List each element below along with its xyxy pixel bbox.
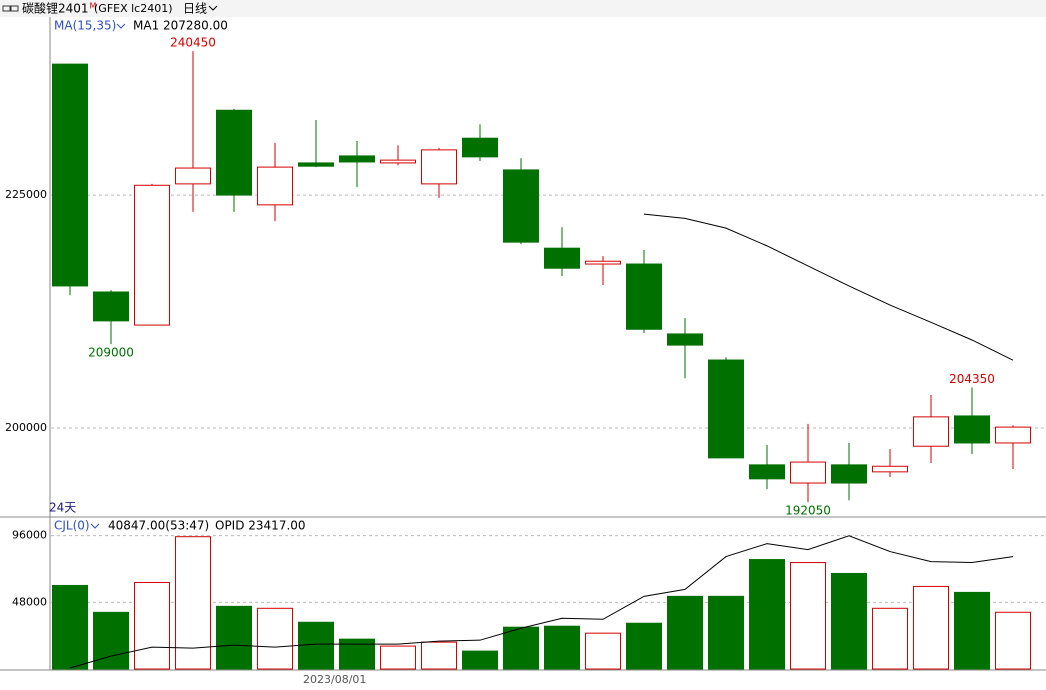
indicator-name[interactable]: MA(15,35) bbox=[54, 19, 116, 33]
line-series bbox=[643, 213, 1014, 361]
volume-bar bbox=[503, 626, 539, 670]
candle-body bbox=[872, 465, 908, 473]
candle-body bbox=[749, 464, 785, 480]
subtitle: (GFEX lc2401) bbox=[94, 2, 173, 15]
volume-bar bbox=[790, 562, 826, 670]
volume-bar bbox=[298, 621, 334, 670]
legend-text: OPID 23417.00 bbox=[215, 519, 306, 533]
volume-bar bbox=[175, 536, 211, 670]
candle-body bbox=[708, 359, 744, 459]
candle-body bbox=[626, 263, 662, 330]
volume-bar bbox=[831, 572, 867, 670]
y-tick-label: 48000 bbox=[12, 595, 47, 608]
volume-bar bbox=[380, 645, 416, 670]
volume-bar bbox=[954, 591, 990, 670]
chart-title: 碳酸锂2401 bbox=[22, 1, 89, 16]
candle-body bbox=[380, 159, 416, 164]
volume-bar bbox=[462, 650, 498, 670]
candle-body bbox=[462, 137, 498, 158]
corner-label: 24天 bbox=[49, 501, 76, 515]
candle-body bbox=[585, 260, 621, 265]
extreme-label: 192050 bbox=[785, 504, 831, 518]
candle-body bbox=[298, 162, 334, 167]
candle-body bbox=[790, 461, 826, 484]
period: 日线 bbox=[183, 2, 207, 16]
candle-body bbox=[831, 464, 867, 484]
line-series bbox=[69, 535, 1014, 669]
candle-body bbox=[93, 291, 129, 322]
candle-body bbox=[52, 63, 88, 287]
volume-bar bbox=[913, 585, 949, 670]
volume-bar bbox=[626, 622, 662, 670]
volume-bar bbox=[585, 632, 621, 670]
volume-bar bbox=[339, 638, 375, 670]
header-bar bbox=[0, 0, 1046, 17]
volume-bar bbox=[134, 581, 170, 670]
volume-bar bbox=[667, 595, 703, 670]
indicator-value: MA1 207280.00 bbox=[133, 19, 228, 33]
candle-body bbox=[339, 155, 375, 163]
y-tick-label: 200000 bbox=[5, 421, 47, 434]
volume-bar bbox=[216, 605, 252, 670]
icon-part bbox=[10, 5, 19, 12]
candle-body bbox=[667, 333, 703, 346]
indicator-chevron[interactable] bbox=[90, 523, 100, 529]
candle-body bbox=[913, 416, 949, 447]
candle-body bbox=[995, 426, 1031, 444]
volume-bar bbox=[93, 611, 129, 670]
candle-body bbox=[421, 149, 457, 185]
volume-bar bbox=[257, 607, 293, 670]
extreme-label: 209000 bbox=[88, 346, 134, 360]
volume-bar bbox=[995, 611, 1031, 670]
x-tick-label: 2023/08/01 bbox=[303, 673, 366, 686]
period-chevron[interactable] bbox=[208, 5, 218, 11]
contract-icon bbox=[2, 5, 19, 12]
candle-body bbox=[216, 109, 252, 196]
volume-bar bbox=[421, 641, 457, 670]
indicator-chevron[interactable] bbox=[116, 23, 126, 29]
legend-text: 40847.00(53:47) bbox=[108, 519, 209, 533]
extreme-label: 204350 bbox=[949, 372, 995, 386]
candle-body bbox=[257, 166, 293, 206]
candle-body bbox=[954, 415, 990, 444]
title-sup: M bbox=[90, 2, 97, 11]
volume-bar bbox=[708, 595, 744, 670]
candle-body bbox=[175, 167, 211, 185]
y-tick-label: 96000 bbox=[12, 529, 47, 542]
y-tick-label: 225000 bbox=[5, 188, 47, 201]
volume-bar bbox=[544, 625, 580, 670]
candle-body bbox=[134, 184, 170, 326]
candle-body bbox=[544, 247, 580, 269]
volume-bar bbox=[749, 559, 785, 670]
volume-bar bbox=[52, 584, 88, 670]
volume-bar bbox=[872, 607, 908, 670]
extreme-label: 240450 bbox=[170, 36, 216, 50]
candle-body bbox=[503, 169, 539, 243]
icon-part bbox=[2, 5, 11, 12]
indicator-name[interactable]: CJL(0) bbox=[54, 519, 90, 533]
